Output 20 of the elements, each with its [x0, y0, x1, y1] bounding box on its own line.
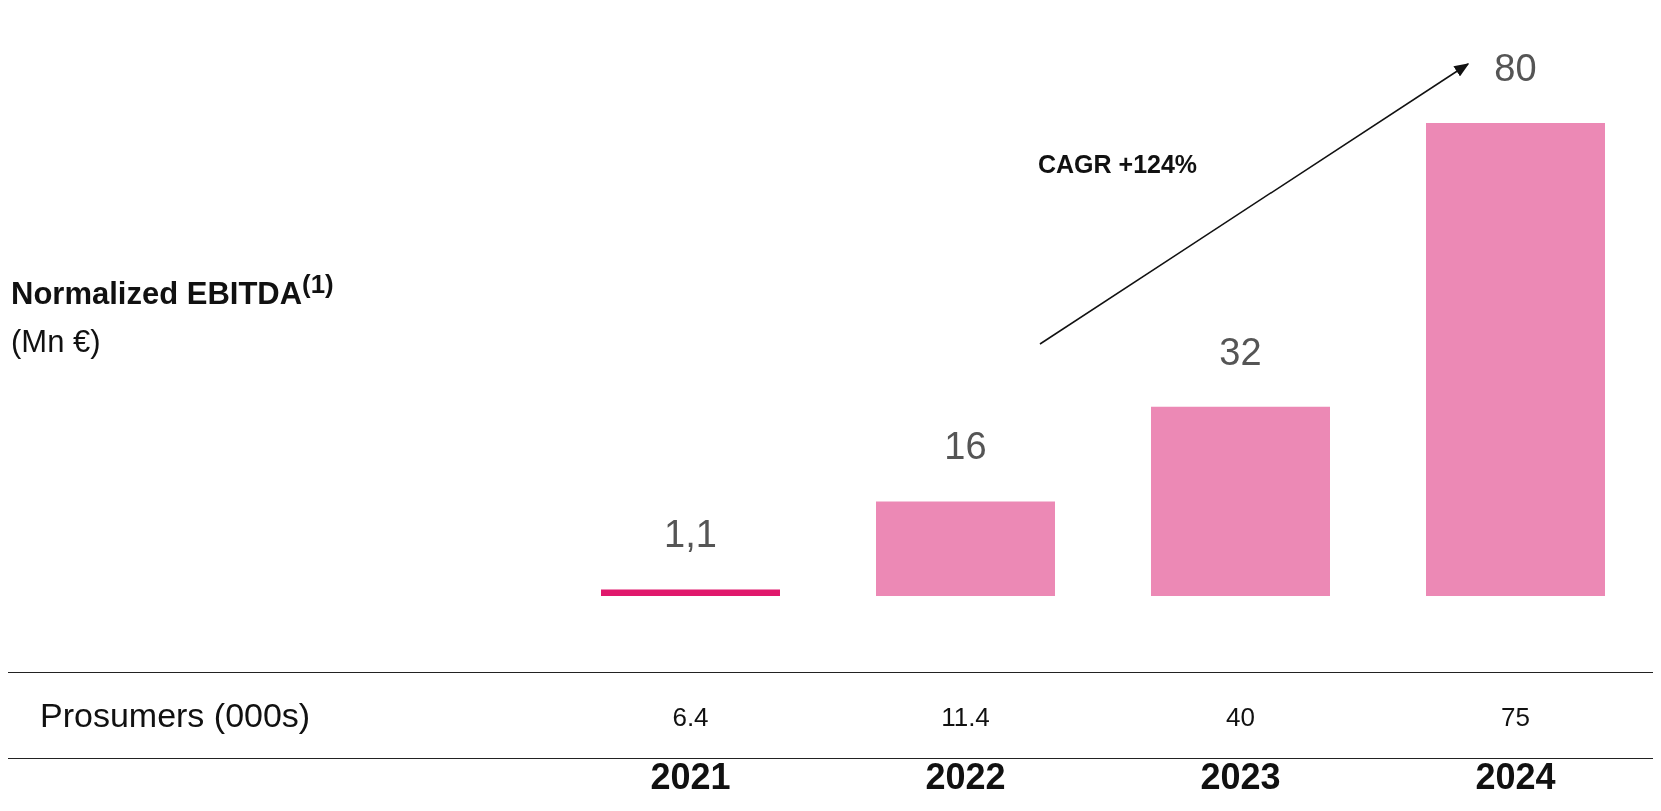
annotation: CAGR +124% — [1038, 150, 1198, 179]
bar — [1151, 406, 1330, 596]
text: 6.4 — [671, 702, 710, 733]
x-tick-label: 2024 — [1475, 756, 1556, 797]
text: 11.4 — [940, 702, 991, 733]
bar — [1426, 123, 1605, 596]
x-tick-label: 2022 — [925, 756, 1006, 797]
text: 40 — [1225, 702, 1256, 733]
x-tick-label: 2021 — [650, 756, 731, 797]
data-label: 32 — [1219, 330, 1262, 373]
text: (Mn €) — [11, 324, 101, 360]
text: 75 — [1500, 702, 1531, 733]
x-tick-label: 2023 — [1200, 756, 1281, 797]
bar — [601, 589, 780, 596]
text: Normalized EBITDA$^{(1)}$ — [11, 270, 334, 313]
text: Prosumers (000s) — [40, 696, 311, 735]
data-label: 1,1 — [664, 513, 717, 556]
data-label: 80 — [1494, 47, 1537, 89]
bar — [876, 501, 1055, 596]
data-label: 16 — [944, 425, 987, 468]
